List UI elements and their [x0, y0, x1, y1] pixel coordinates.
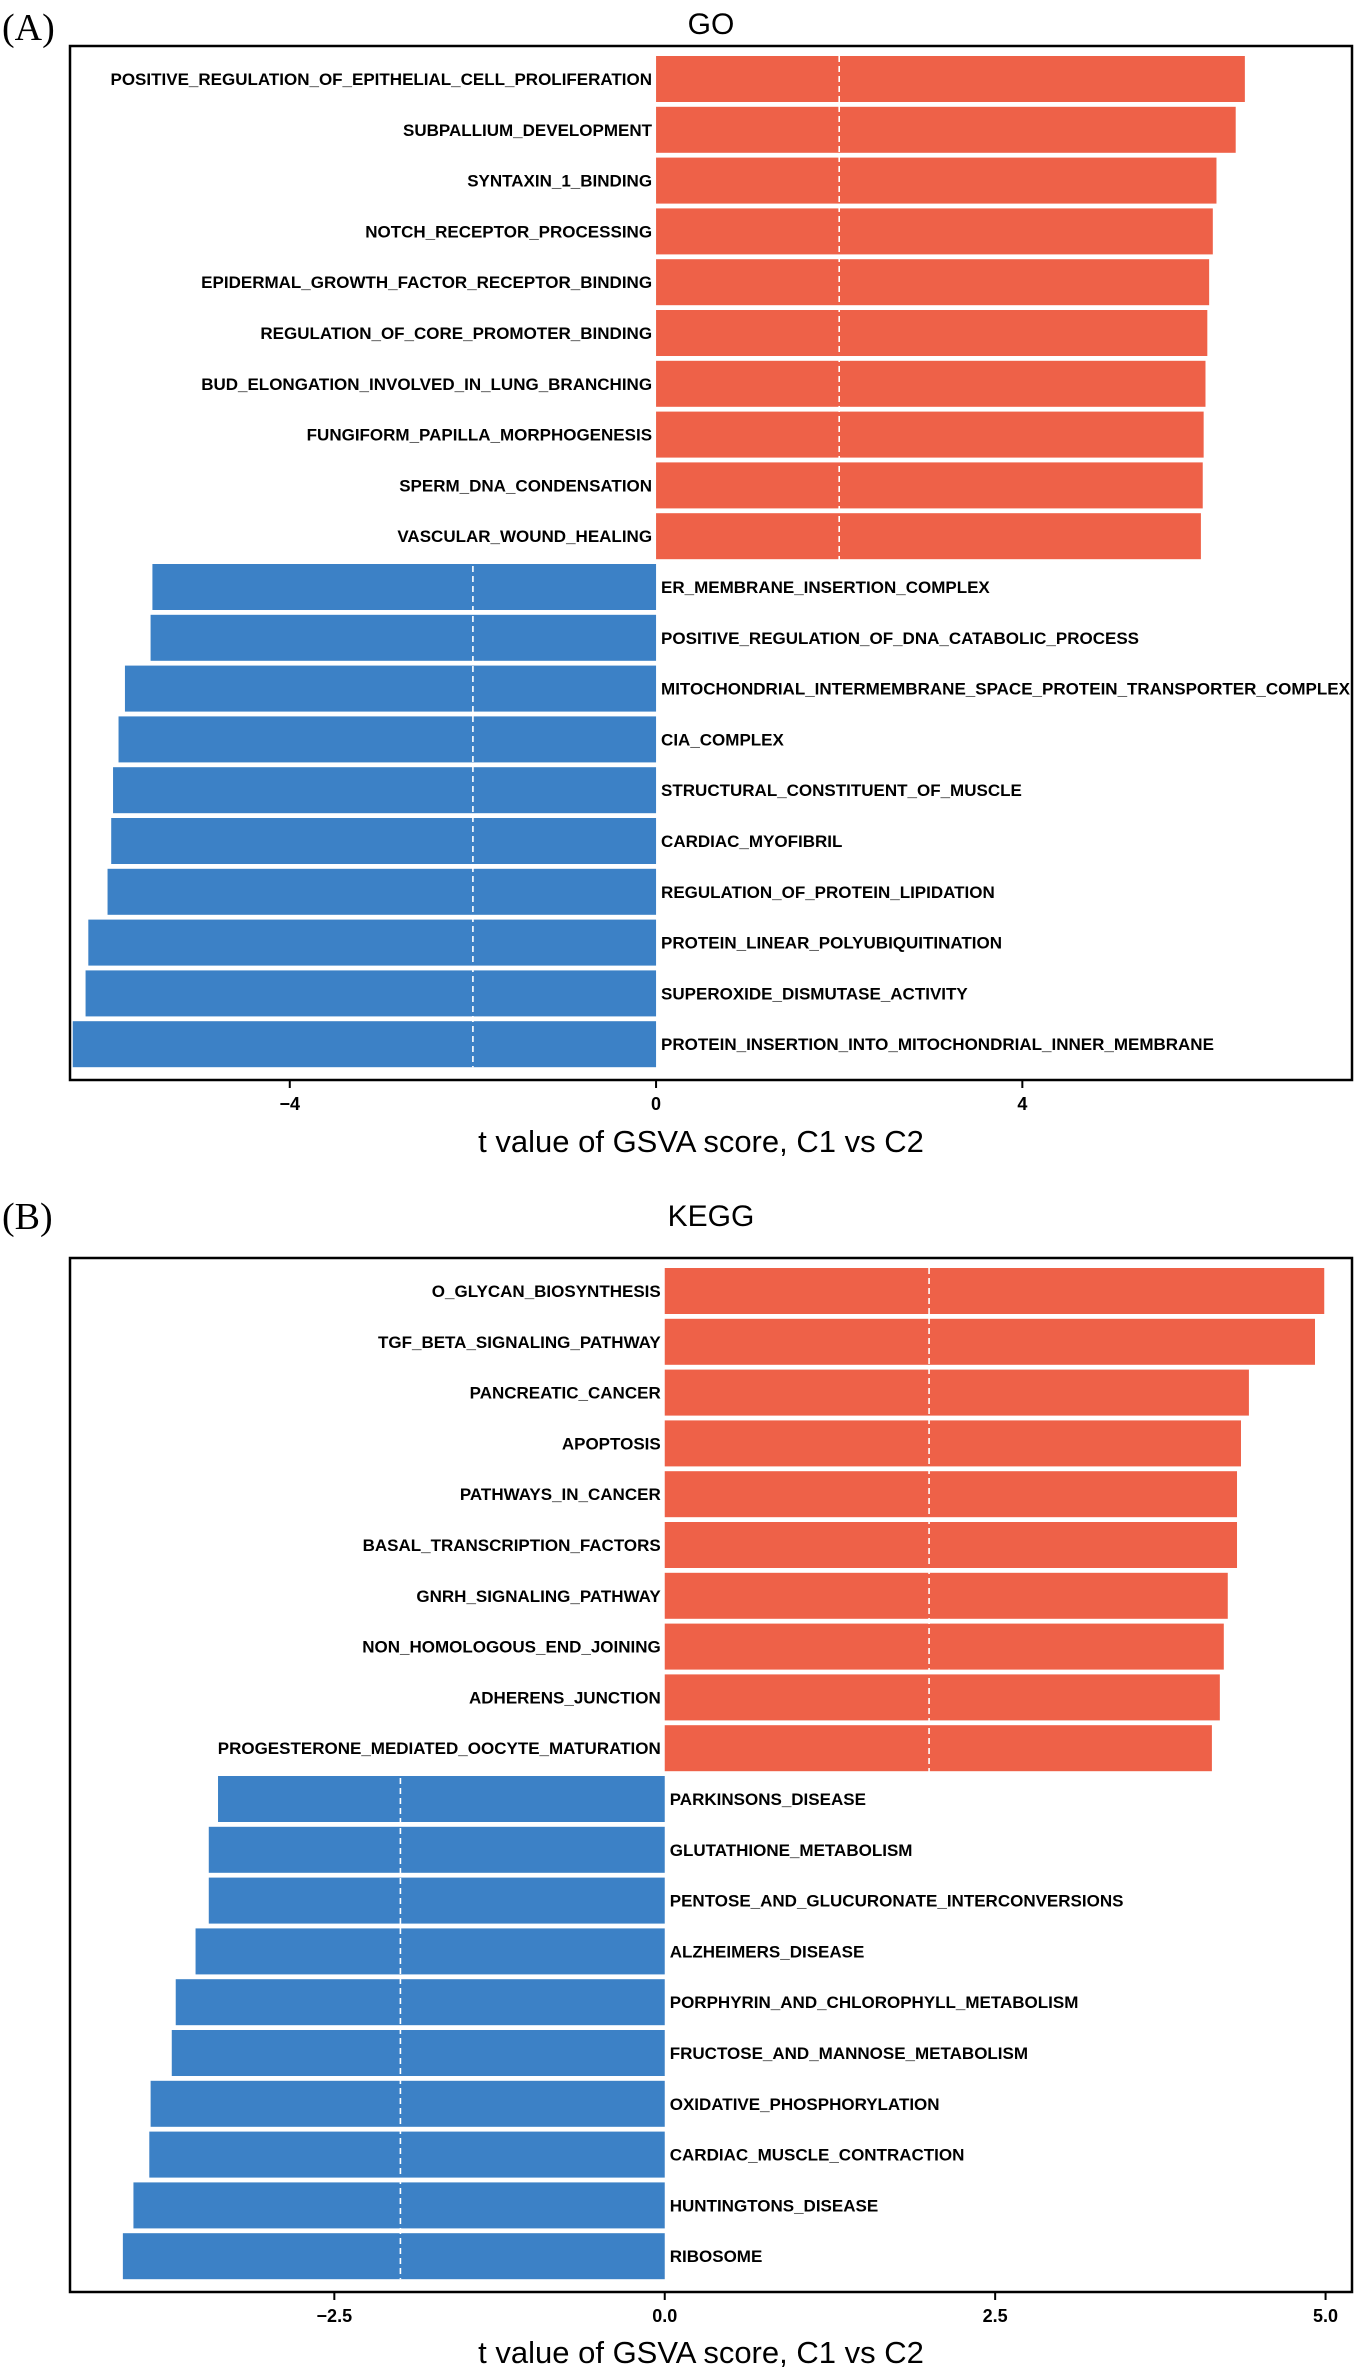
- term-label: VASCULAR_WOUND_HEALING: [397, 527, 652, 546]
- x-axis-label: t value of GSVA score, C1 vs C2: [478, 1124, 924, 1159]
- term-label: CARDIAC_MYOFIBRIL: [661, 832, 842, 851]
- bar: [133, 2182, 665, 2229]
- bar: [107, 868, 657, 915]
- term-label: POSITIVE_REGULATION_OF_DNA_CATABOLIC_PRO…: [661, 629, 1139, 648]
- term-label: FRUCTOSE_AND_MANNOSE_METABOLISM: [670, 2044, 1028, 2063]
- bar: [664, 1318, 1315, 1365]
- term-label: SPERM_DNA_CONDENSATION: [399, 476, 652, 495]
- bar: [664, 1725, 1212, 1772]
- term-label: PATHWAYS_IN_CANCER: [460, 1485, 661, 1504]
- bar: [208, 1826, 665, 1873]
- term-label: ADHERENS_JUNCTION: [469, 1688, 661, 1707]
- bar: [122, 2233, 665, 2280]
- bar: [88, 919, 657, 966]
- term-label: HUNTINGTONS_DISEASE: [670, 2196, 878, 2215]
- bar: [150, 2080, 665, 2127]
- term-label: ER_MEMBRANE_INSERTION_COMPLEX: [661, 578, 990, 597]
- bar: [664, 1369, 1249, 1416]
- term-label: O_GLYCAN_BIOSYNTHESIS: [432, 1282, 661, 1301]
- term-label: SUBPALLIUM_DEVELOPMENT: [403, 121, 653, 140]
- bar: [656, 56, 1245, 102]
- bar: [656, 259, 1210, 306]
- term-label: BASAL_TRANSCRIPTION_FACTORS: [363, 1536, 661, 1555]
- bar: [113, 767, 657, 814]
- panel-label-b: (B): [2, 1196, 53, 1238]
- bar: [118, 716, 657, 763]
- bar: [656, 310, 1208, 356]
- term-label: REGULATION_OF_PROTEIN_LIPIDATION: [661, 883, 995, 902]
- bar: [149, 2131, 665, 2178]
- bar: [72, 1021, 657, 1068]
- x-tick-label: 2.5: [983, 2306, 1008, 2326]
- go-bar-chart: GO POSITIVE_REGULATION_OF_EPITHELIAL_CELL…: [68, 8, 1354, 1159]
- bar: [208, 1877, 665, 1924]
- term-label: CARDIAC_MUSCLE_CONTRACTION: [670, 2146, 965, 2165]
- bar: [664, 1268, 1325, 1314]
- bar: [171, 2030, 665, 2076]
- term-label: RIBOSOME: [670, 2247, 763, 2266]
- term-label: APOPTOSIS: [562, 1434, 661, 1453]
- term-label: PORPHYRIN_AND_CHLOROPHYLL_METABOLISM: [670, 1993, 1079, 2012]
- x-tick-label: −2.5: [317, 2306, 353, 2326]
- bar: [656, 106, 1236, 153]
- bar: [664, 1420, 1241, 1467]
- bar: [664, 1674, 1220, 1721]
- bar: [195, 1928, 665, 1975]
- bar: [656, 208, 1213, 255]
- term-label: CIA_COMPLEX: [661, 730, 784, 749]
- chart-title: KEGG: [668, 1200, 755, 1233]
- bar: [656, 462, 1203, 509]
- term-label: PENTOSE_AND_GLUCURONATE_INTERCONVERSIONS: [670, 1892, 1124, 1911]
- term-label: EPIDERMAL_GROWTH_FACTOR_RECEPTOR_BINDING: [201, 273, 652, 292]
- term-label: PROTEIN_LINEAR_POLYUBIQUITINATION: [661, 934, 1002, 953]
- term-label: GNRH_SIGNALING_PATHWAY: [416, 1587, 661, 1606]
- x-tick-label: −4: [280, 1094, 301, 1114]
- x-tick-label: 0.0: [652, 2306, 677, 2326]
- bar: [85, 970, 657, 1017]
- term-label: TGF_BETA_SIGNALING_PATHWAY: [378, 1333, 661, 1352]
- bar: [152, 564, 657, 610]
- term-label: SYNTAXIN_1_BINDING: [467, 172, 652, 191]
- bar: [124, 665, 657, 712]
- term-label: OXIDATIVE_PHOSPHORYLATION: [670, 2095, 940, 2114]
- term-label: PROTEIN_INSERTION_INTO_MITOCHONDRIAL_INN…: [661, 1035, 1214, 1054]
- bar: [656, 513, 1201, 560]
- plot-frame: [68, 44, 1354, 1082]
- term-label: SUPEROXIDE_DISMUTASE_ACTIVITY: [661, 984, 968, 1003]
- term-label: STRUCTURAL_CONSTITUENT_OF_MUSCLE: [661, 781, 1022, 800]
- term-label: REGULATION_OF_CORE_PROMOTER_BINDING: [260, 324, 652, 343]
- x-tick-label: 5.0: [1313, 2306, 1338, 2326]
- term-label: BUD_ELONGATION_INVOLVED_IN_LUNG_BRANCHIN…: [201, 375, 652, 394]
- bar: [656, 411, 1204, 458]
- panel-label-a: (A): [2, 7, 55, 49]
- term-label: PANCREATIC_CANCER: [470, 1384, 661, 1403]
- term-label: POSITIVE_REGULATION_OF_EPITHELIAL_CELL_P…: [111, 70, 653, 89]
- bar: [218, 1776, 665, 1822]
- chart-title: GO: [688, 8, 735, 41]
- term-label: PARKINSONS_DISEASE: [670, 1790, 866, 1809]
- bar: [664, 1623, 1224, 1670]
- bar: [656, 157, 1217, 204]
- term-label: NON_HOMOLOGOUS_END_JOINING: [362, 1638, 661, 1657]
- term-label: GLUTATHIONE_METABOLISM: [670, 1841, 913, 1860]
- term-label: FUNGIFORM_PAPILLA_MORPHOGENESIS: [307, 426, 652, 445]
- term-label: PROGESTERONE_MEDIATED_OOCYTE_MATURATION: [218, 1739, 661, 1758]
- bar: [175, 1979, 665, 2026]
- term-label: NOTCH_RECEPTOR_PROCESSING: [365, 222, 652, 241]
- plot-frame: [68, 1256, 1354, 2294]
- kegg-bar-chart: KEGG O_GLYCAN_BIOSYNTHESIS TGF_BETA_SIGNAL…: [68, 1200, 1354, 2370]
- term-label: ALZHEIMERS_DISEASE: [670, 1942, 865, 1961]
- bar: [150, 614, 657, 661]
- term-label: MITOCHONDRIAL_INTERMEMBRANE_SPACE_PROTEI…: [661, 680, 1351, 699]
- x-tick-label: 0: [651, 1094, 661, 1114]
- bar: [664, 1471, 1238, 1518]
- x-axis-label: t value of GSVA score, C1 vs C2: [478, 2335, 924, 2369]
- bar: [664, 1572, 1228, 1619]
- x-tick-label: 4: [1017, 1094, 1027, 1114]
- bar: [664, 1522, 1238, 1568]
- bar: [656, 360, 1206, 407]
- bar: [111, 818, 657, 864]
